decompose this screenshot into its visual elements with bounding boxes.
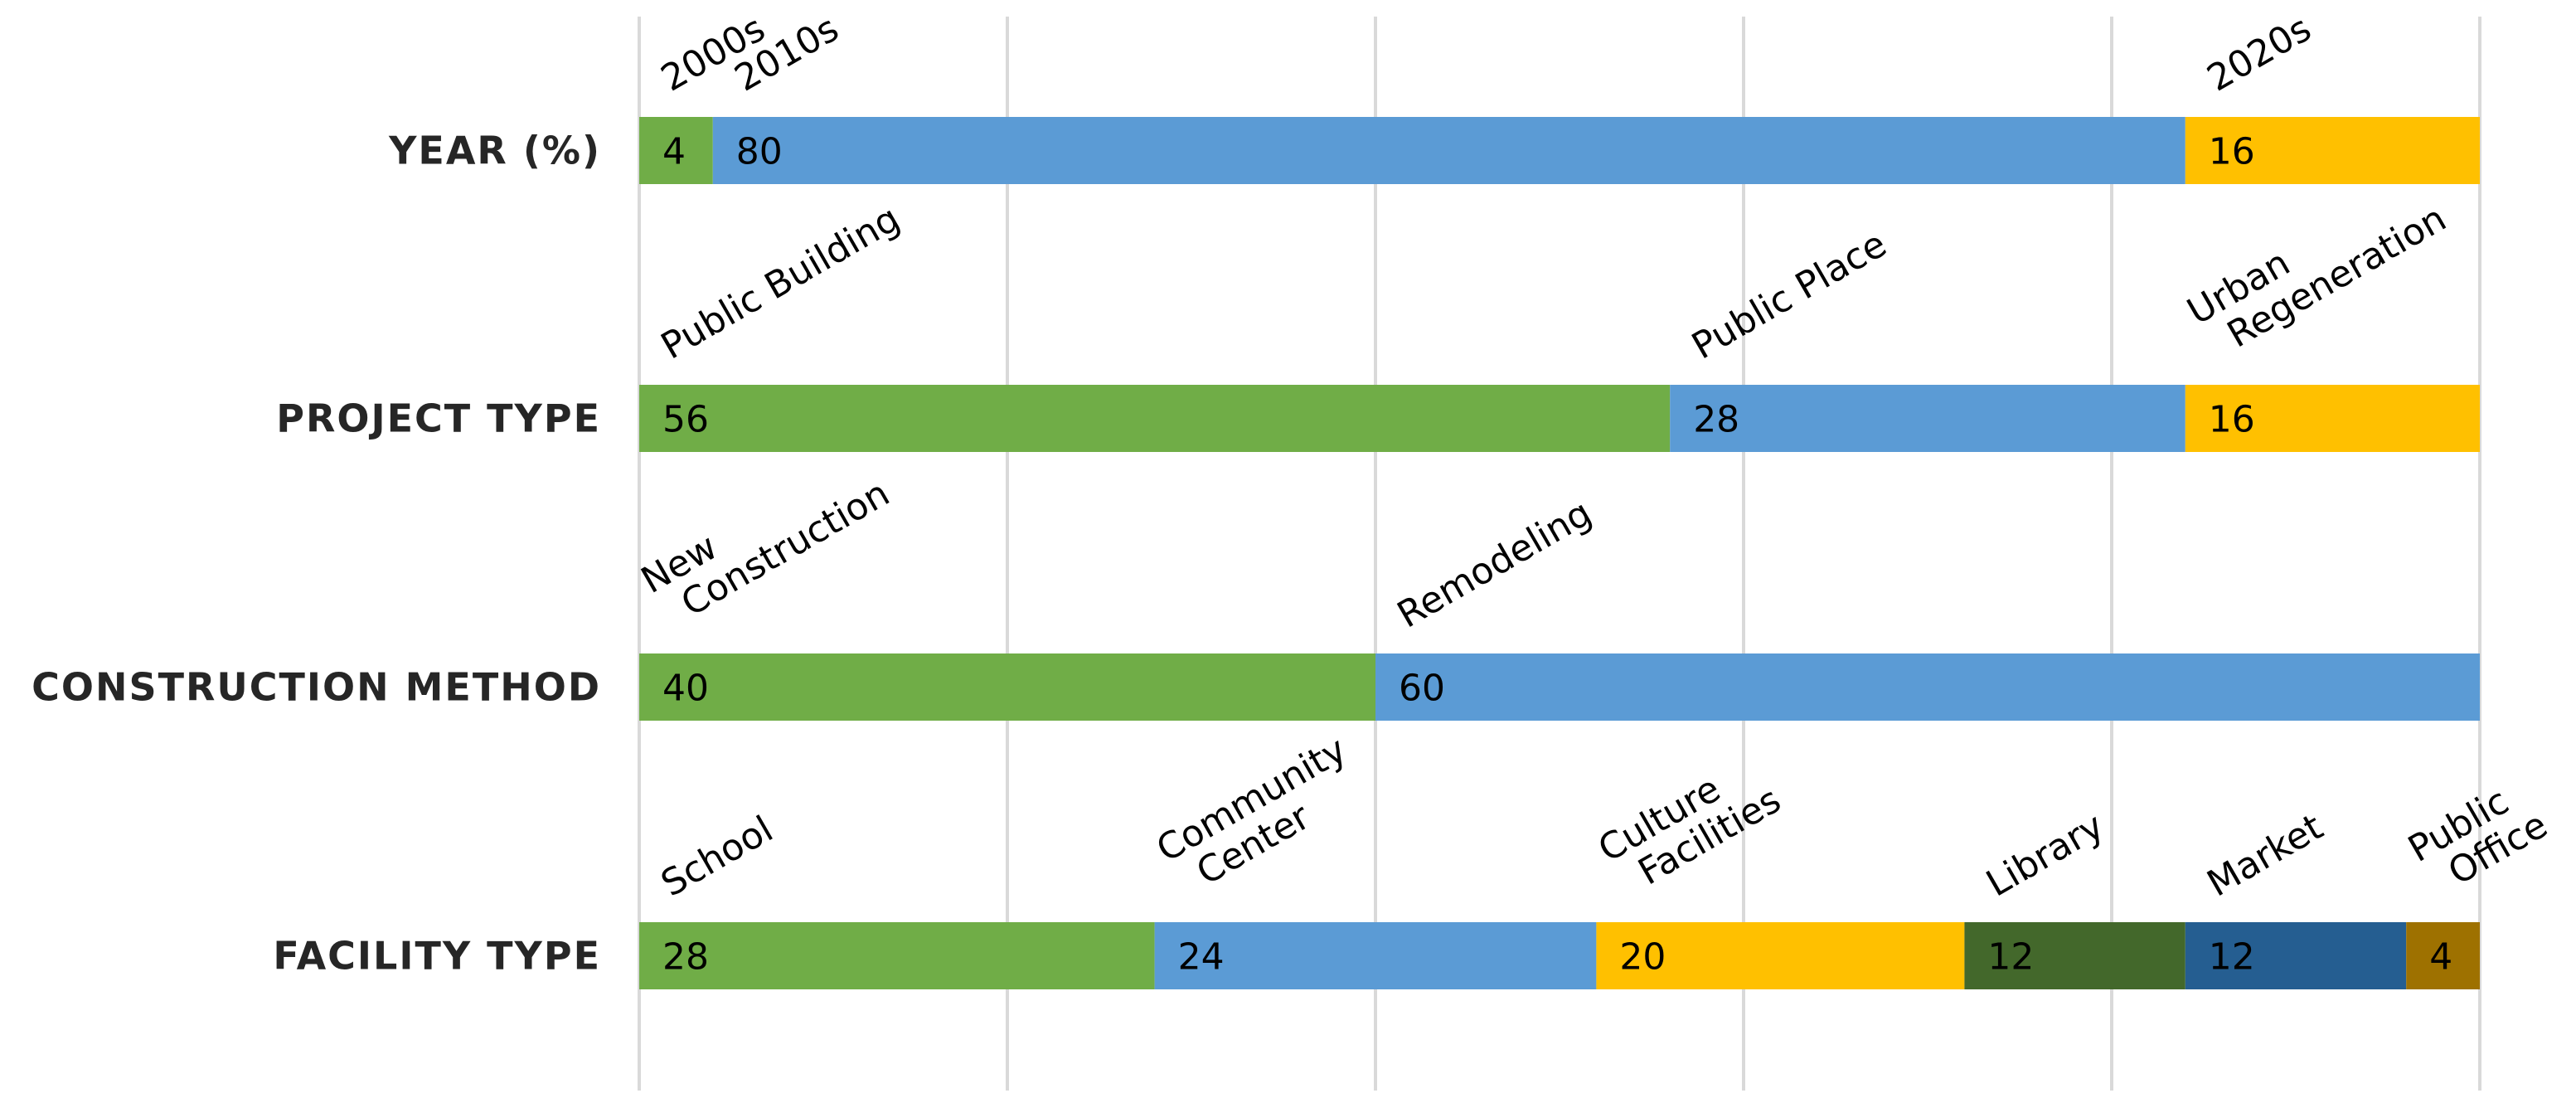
- segment-label: PublicOffice: [2401, 770, 2554, 906]
- segment-label: CultureFacilities: [1591, 745, 1788, 906]
- segment-label-line: Public Place: [1685, 223, 1894, 368]
- segment-label-line: 2020s: [2200, 7, 2318, 100]
- value-label: 20: [1619, 936, 1666, 979]
- segment-label-line: Public Building: [654, 197, 907, 368]
- bar-segment: [2185, 117, 2480, 184]
- bar-segment: [1670, 385, 2185, 452]
- segment-label-line: Remodeling: [1390, 492, 1598, 637]
- category-label: YEAR (%): [388, 129, 601, 173]
- category-label: FACILITY TYPE: [273, 934, 601, 979]
- segment-label: CommunityCenter: [1150, 728, 1374, 905]
- value-label: 12: [1987, 936, 2034, 979]
- segment-label: Library: [1979, 804, 2111, 905]
- value-label: 16: [2209, 131, 2255, 173]
- value-label: 56: [662, 399, 709, 441]
- value-label: 28: [1693, 399, 1739, 441]
- segment-label-line: Market: [2200, 806, 2330, 906]
- value-label: 24: [1178, 936, 1225, 979]
- value-label: 80: [736, 131, 783, 173]
- segment-label: Public Building: [654, 197, 907, 368]
- segment-label: Public Place: [1685, 223, 1894, 368]
- bar-segment: [639, 117, 713, 184]
- grid-layer: [638, 17, 2481, 1091]
- bar-segment: [2185, 385, 2480, 452]
- segment-label: 2020s: [2200, 7, 2318, 100]
- segment-label: School: [654, 808, 780, 905]
- segment-label-line: Library: [1979, 804, 2111, 905]
- bar-segment: [1964, 922, 2185, 989]
- bar-layer: [639, 117, 2480, 989]
- bar-segment: [1375, 653, 2480, 721]
- bar-segment: [1596, 922, 1965, 989]
- value-label: 16: [2209, 399, 2255, 441]
- bar-segment: [2406, 922, 2480, 989]
- value-label: 40: [662, 668, 709, 710]
- value-label: 60: [1399, 668, 1445, 710]
- segment-label: NewConstruction: [634, 438, 896, 637]
- value-label: 12: [2209, 936, 2255, 979]
- value-label: 28: [662, 936, 709, 979]
- value-label: 4: [2429, 936, 2452, 979]
- bar-segment: [639, 922, 1155, 989]
- bar-segment: [712, 117, 2185, 184]
- value-label: 4: [662, 131, 686, 173]
- segment-label: Market: [2200, 806, 2330, 906]
- segment-label-line: School: [654, 808, 780, 905]
- bar-segment: [639, 385, 1671, 452]
- segment-label: UrbanRegeneration: [2181, 163, 2453, 367]
- segment-label: Remodeling: [1390, 492, 1598, 637]
- bar-segment: [639, 653, 1375, 721]
- bar-segment: [2185, 922, 2407, 989]
- bar-segment: [1154, 922, 1597, 989]
- category-label: PROJECT TYPE: [276, 396, 601, 441]
- category-label: CONSTRUCTION METHOD: [32, 665, 601, 710]
